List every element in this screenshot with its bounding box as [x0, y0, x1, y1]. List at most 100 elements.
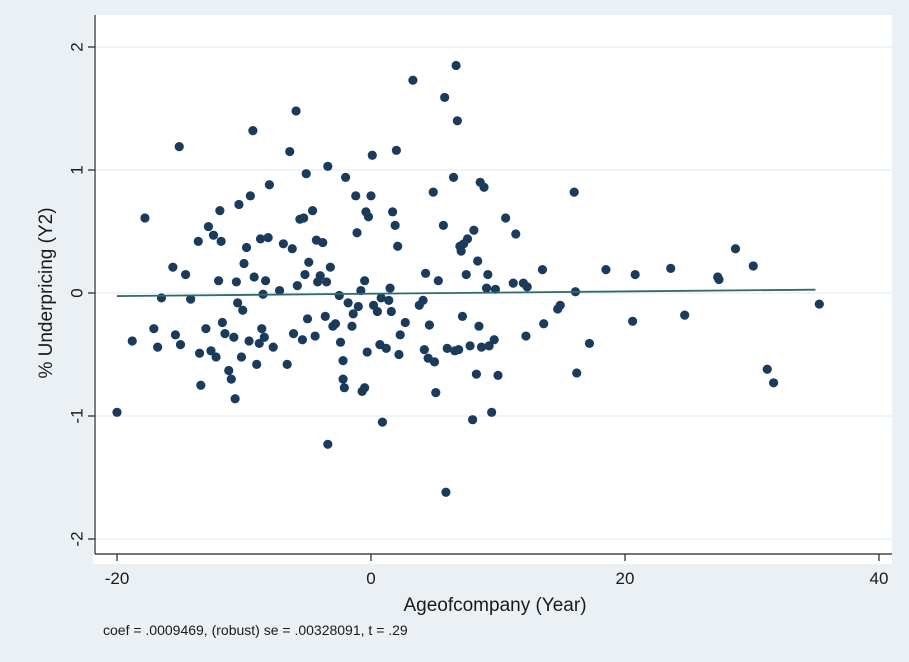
data-point [140, 213, 150, 223]
data-point [508, 278, 518, 288]
data-point [487, 407, 497, 417]
data-point [226, 374, 236, 384]
data-point [230, 394, 240, 404]
data-point [483, 269, 493, 280]
data-point [381, 343, 391, 353]
data-point [351, 191, 361, 201]
data-point [211, 352, 221, 362]
data-point [301, 169, 311, 179]
data-point [421, 268, 431, 278]
data-point [307, 205, 318, 216]
data-point [394, 349, 404, 360]
data-point [391, 145, 401, 155]
data-point [748, 261, 758, 271]
data-point [208, 230, 219, 240]
data-point [170, 330, 181, 340]
data-point [481, 283, 492, 293]
data-point [555, 300, 565, 310]
data-point [248, 126, 258, 136]
data-point [216, 236, 226, 246]
data-point [334, 290, 344, 301]
data-point [484, 341, 494, 351]
data-point [489, 335, 499, 345]
data-point [366, 191, 376, 201]
data-point [341, 172, 351, 182]
data-point [229, 332, 239, 342]
data-point [338, 374, 348, 384]
data-point [302, 314, 313, 324]
data-point [442, 343, 452, 353]
data-point [238, 305, 248, 315]
data-point [292, 281, 302, 291]
data-point [318, 237, 328, 248]
data-point [259, 332, 269, 342]
data-point [330, 319, 341, 329]
data-point [522, 282, 532, 292]
data-point [112, 407, 122, 417]
data-point [393, 241, 403, 251]
data-point [387, 207, 398, 217]
data-point [320, 311, 330, 321]
data-point [260, 276, 271, 286]
y-tick-label: -2 [67, 531, 86, 546]
data-point [352, 228, 362, 238]
data-point [263, 233, 273, 243]
data-point [424, 320, 435, 330]
data-point [454, 344, 464, 355]
x-tick-label: -20 [105, 569, 130, 588]
data-point [300, 269, 310, 280]
data-point [175, 340, 186, 350]
data-point [287, 244, 297, 254]
data-point [372, 306, 382, 317]
data-point [239, 258, 249, 269]
data-point [127, 336, 137, 346]
y-tick-label: 2 [67, 42, 86, 51]
data-point [245, 191, 255, 201]
data-point [278, 239, 288, 249]
x-tick-label: 0 [366, 569, 375, 588]
data-point [461, 269, 471, 280]
data-point [193, 236, 203, 246]
data-point [347, 321, 357, 331]
data-point [429, 357, 440, 367]
data-point [315, 271, 325, 281]
data-point [231, 277, 241, 287]
data-point [325, 262, 335, 272]
data-point [254, 338, 264, 349]
data-point [206, 346, 216, 356]
data-point [360, 276, 370, 286]
data-point [762, 364, 772, 374]
data-point [323, 161, 333, 171]
data-point [457, 311, 468, 321]
data-point [395, 330, 405, 340]
data-point [584, 338, 595, 349]
fit-line [116, 288, 816, 297]
data-point [418, 295, 428, 305]
data-point [335, 337, 346, 347]
y-tick-label: 0 [67, 288, 86, 297]
data-point [203, 221, 214, 232]
data-point [255, 234, 266, 244]
x-tick-label: 40 [870, 569, 889, 588]
data-point [680, 310, 690, 320]
data-point [362, 347, 372, 357]
x-tick-label: 20 [616, 569, 635, 588]
data-point [384, 295, 394, 305]
data-point [452, 116, 462, 126]
data-point [356, 285, 366, 296]
data-point [377, 417, 388, 427]
data-point [569, 187, 579, 197]
data-point [628, 316, 638, 326]
data-point [360, 383, 370, 393]
data-point [474, 321, 484, 331]
fit-line-group [116, 288, 816, 297]
data-point [149, 324, 159, 334]
data-point [215, 205, 225, 216]
data-point [433, 276, 443, 286]
data-point [666, 263, 676, 273]
data-point [428, 187, 438, 197]
data-point [234, 199, 244, 210]
regression-note: coef = .0009469, (robust) se = .00328091… [103, 622, 408, 638]
data-point [390, 220, 400, 230]
data-point [321, 277, 332, 287]
